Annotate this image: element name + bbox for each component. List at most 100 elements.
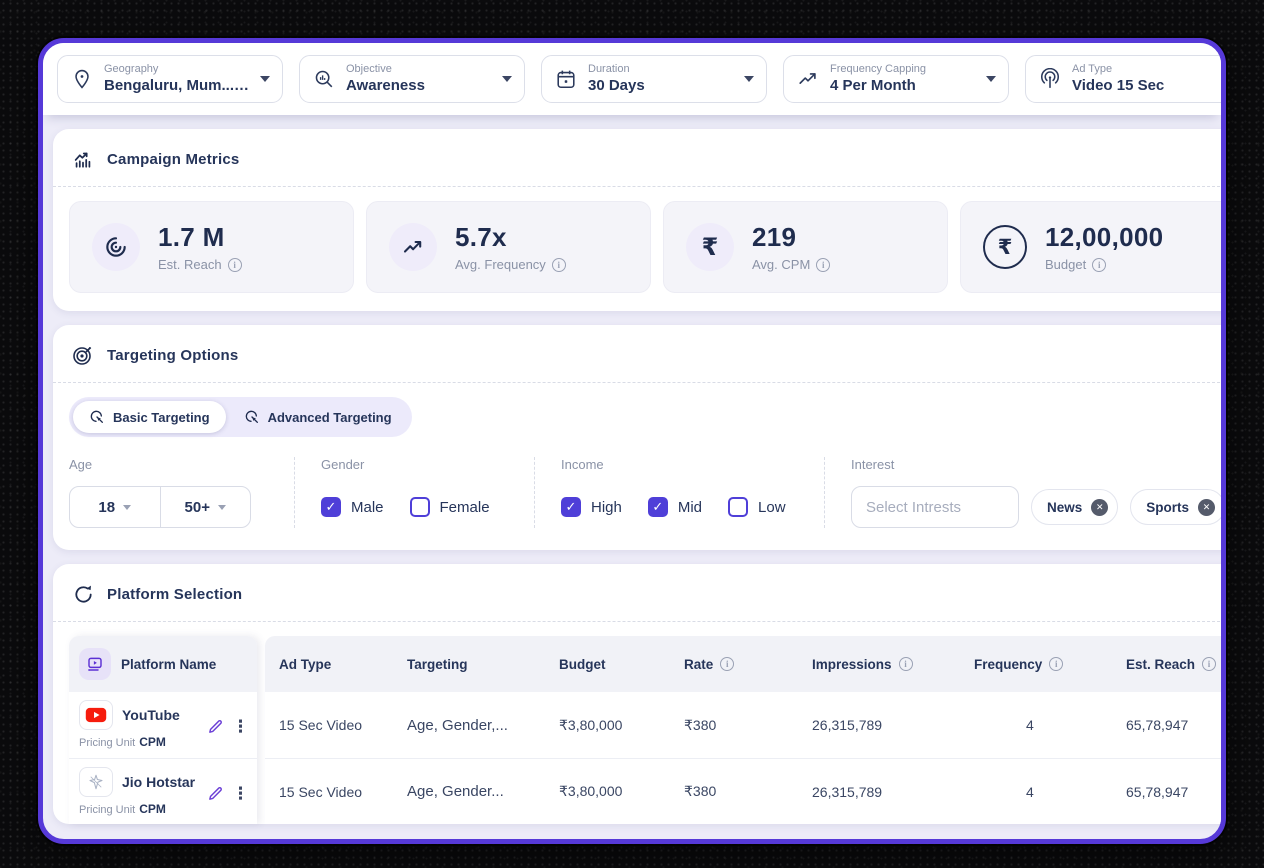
info-icon[interactable]: [898, 657, 913, 671]
age-label: Age: [69, 457, 93, 472]
platform-selection-header: Platform Selection: [53, 564, 1221, 622]
column-header-label: Budget: [559, 656, 606, 672]
filter-bar: Geography Bengaluru, Mum... +1 Objective…: [43, 43, 1221, 115]
filter-duration[interactable]: Duration 30 Days: [541, 55, 767, 103]
metric-value: 5.7x: [455, 222, 507, 252]
filter-label: Duration: [588, 62, 630, 75]
column-header-label: Est. Reach: [1126, 656, 1196, 672]
chevron-down-icon: [744, 76, 754, 82]
pricing-unit-label: Pricing Unit: [79, 804, 136, 816]
checkbox-low[interactable]: Low: [728, 497, 786, 517]
filter-label: Objective: [346, 62, 392, 75]
platform-name-header: Platform Name: [69, 636, 257, 692]
interest-chip-news: News: [1031, 489, 1119, 525]
age-group: Age 18 50+: [69, 457, 294, 528]
column-header-label: Targeting: [407, 656, 468, 672]
target-icon: [71, 343, 95, 367]
column-ad-type: Ad Type: [279, 657, 407, 672]
checkbox-checked-icon: [647, 497, 668, 517]
checkbox-label: Low: [758, 498, 786, 516]
column-impressions: Impressions: [812, 657, 974, 672]
cell-est-reach: 65,78,947: [1126, 783, 1189, 800]
column-rate: Rate: [684, 657, 812, 672]
rupee-circle-icon: ₹: [983, 225, 1027, 269]
info-icon[interactable]: [816, 257, 831, 272]
targeting-options-section: Targeting Options Basic Targeting: [53, 325, 1221, 550]
cell-ad-type: 15 Sec Video: [279, 783, 363, 800]
trending-up-icon: [796, 67, 820, 91]
edit-pencil-icon[interactable]: [207, 785, 224, 802]
age-max-dropdown[interactable]: 50+: [161, 487, 251, 527]
interest-input[interactable]: [851, 486, 1019, 528]
checkbox-male[interactable]: Male: [321, 497, 384, 517]
column-header-label: Frequency: [974, 656, 1043, 672]
column-est-reach: Est. Reach: [1126, 656, 1221, 672]
chevron-down-icon: [123, 504, 132, 510]
checkbox-female[interactable]: Female: [409, 497, 490, 517]
cell-frequency: 4: [1026, 717, 1034, 733]
cursor-click-icon: [89, 409, 105, 425]
tab-label: Basic Targeting: [113, 409, 210, 425]
metric-value: 12,00,000: [1045, 222, 1164, 252]
platform-table: Platform Name YouTube Pricing Unit CPM: [53, 622, 1221, 824]
info-icon[interactable]: [720, 657, 735, 671]
info-icon[interactable]: [1049, 657, 1064, 671]
tab-label: Advanced Targeting: [267, 409, 392, 425]
metric-budget: ₹ 12,00,000 Budget: [960, 201, 1221, 293]
filter-frequency-capping[interactable]: Frequency Capping 4 Per Month: [783, 55, 1009, 103]
chip-close-icon[interactable]: [1091, 498, 1109, 516]
info-icon[interactable]: [227, 257, 242, 272]
info-icon[interactable]: [1202, 657, 1217, 671]
video-playlist-icon: [79, 648, 111, 680]
magnifier-chart-icon: [312, 67, 336, 91]
kebab-menu-icon[interactable]: ⋮: [232, 717, 249, 736]
targeting-tabs: Basic Targeting Advanced Targeting: [69, 397, 412, 437]
metric-label: Budget: [1045, 257, 1087, 272]
column-frequency: Frequency: [974, 657, 1126, 672]
cell-ad-type: 15 Sec Video: [279, 717, 363, 733]
filter-value: Video 15 Sec: [1072, 76, 1165, 94]
filter-ad-type[interactable]: Ad Type Video 15 Sec: [1025, 55, 1221, 103]
filter-objective[interactable]: Objective Awareness: [299, 55, 525, 103]
tab-advanced-targeting[interactable]: Advanced Targeting: [228, 401, 408, 433]
checkbox-label: Mid: [677, 498, 703, 516]
cell-frequency: 4: [1026, 783, 1034, 800]
section-title: Targeting Options: [107, 346, 239, 364]
rupee-icon: ₹: [686, 223, 734, 271]
filter-value: 4 Per Month: [830, 76, 916, 94]
income-group: Income High Mid Low: [534, 457, 824, 528]
edit-pencil-icon[interactable]: [207, 718, 224, 735]
rotate-arrow-icon: [71, 582, 95, 606]
tab-basic-targeting[interactable]: Basic Targeting: [73, 401, 226, 433]
app-window: Geography Bengaluru, Mum... +1 Objective…: [38, 38, 1226, 844]
jio-hotstar-logo: [79, 767, 113, 797]
chevron-down-icon: [986, 76, 996, 82]
cell-budget: ₹3,80,000: [559, 716, 623, 733]
platform-selection-section: Platform Selection Platform Name: [53, 564, 1221, 824]
age-min-dropdown[interactable]: 18: [70, 487, 161, 527]
checkbox-high[interactable]: High: [561, 497, 622, 517]
checkbox-mid[interactable]: Mid: [647, 497, 703, 517]
pricing-unit-value: CPM: [139, 802, 166, 816]
interest-group: Interest News Sports: [824, 457, 1221, 528]
age-max-value: 50+: [184, 498, 210, 516]
column-budget: Budget: [559, 657, 684, 672]
calendar-icon: [554, 67, 578, 91]
age-range-select: 18 50+: [69, 486, 251, 528]
filter-value: Awareness: [346, 76, 425, 94]
column-header-label: Impressions: [812, 656, 892, 672]
metric-cards: 1.7 M Est. Reach 5.7x: [53, 187, 1221, 311]
kebab-menu-icon[interactable]: ⋮: [232, 784, 249, 803]
platform-column: Platform Name YouTube Pricing Unit CPM: [69, 636, 257, 824]
table-row-youtube: 15 Sec Video Age, Gender,... ₹3,80,000 ₹…: [265, 692, 1221, 758]
filter-geography[interactable]: Geography Bengaluru, Mum... +1: [57, 55, 283, 103]
info-icon[interactable]: [1092, 257, 1107, 272]
column-header-label: Platform Name: [121, 656, 217, 672]
interest-label: Interest: [851, 457, 895, 472]
chevron-down-icon: [217, 504, 226, 510]
info-icon[interactable]: [551, 257, 566, 272]
campaign-metrics-header: Campaign Metrics: [53, 129, 1221, 187]
pricing-unit-label: Pricing Unit: [79, 737, 136, 749]
chip-close-icon[interactable]: [1198, 498, 1216, 516]
chip-label: News: [1047, 499, 1083, 515]
